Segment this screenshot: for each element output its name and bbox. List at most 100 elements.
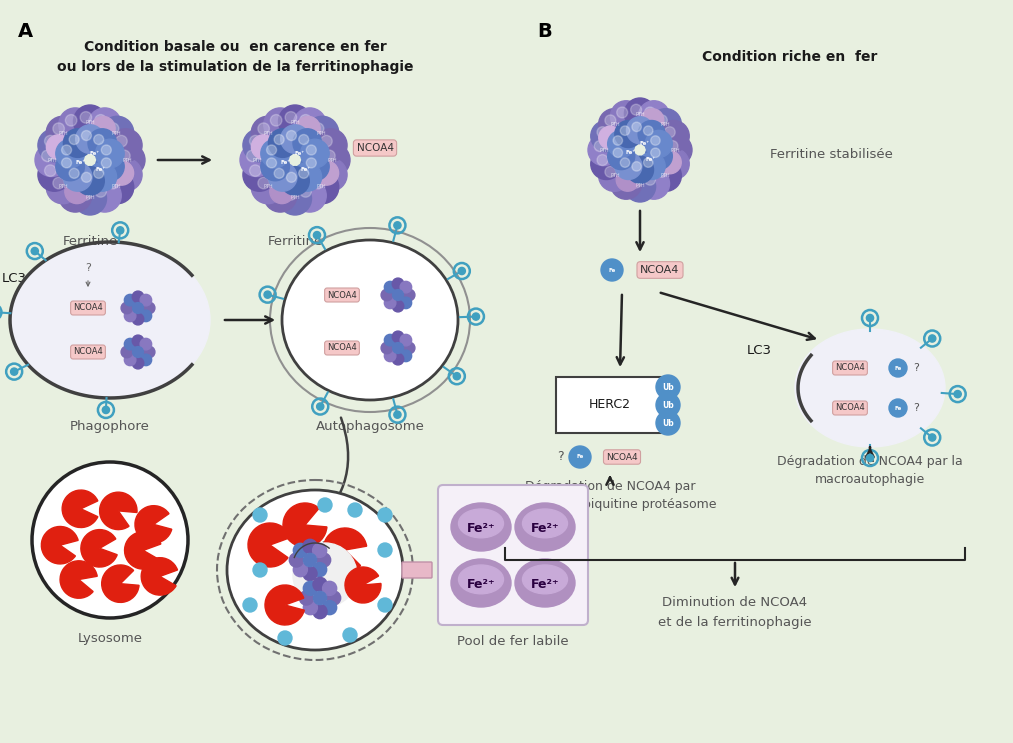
Circle shape bbox=[62, 145, 72, 155]
Text: et de la ferritinophagie: et de la ferritinophagie bbox=[658, 616, 811, 629]
Text: PTH: PTH bbox=[111, 131, 122, 136]
Text: Fe: Fe bbox=[894, 406, 902, 410]
Text: Fe²⁺: Fe²⁺ bbox=[467, 579, 495, 591]
Circle shape bbox=[650, 136, 660, 145]
Circle shape bbox=[140, 294, 152, 306]
Circle shape bbox=[314, 129, 347, 162]
Circle shape bbox=[620, 126, 630, 135]
Wedge shape bbox=[42, 527, 78, 564]
Text: Pool de fer labile: Pool de fer labile bbox=[457, 635, 569, 648]
Circle shape bbox=[285, 111, 297, 123]
Circle shape bbox=[400, 282, 411, 293]
Text: ?: ? bbox=[557, 450, 563, 464]
Circle shape bbox=[643, 126, 653, 135]
Circle shape bbox=[243, 129, 276, 162]
Circle shape bbox=[301, 139, 329, 168]
Circle shape bbox=[620, 158, 630, 167]
Circle shape bbox=[293, 179, 326, 212]
Text: NCOA4: NCOA4 bbox=[73, 303, 103, 313]
Circle shape bbox=[608, 130, 635, 158]
Circle shape bbox=[611, 101, 641, 132]
Circle shape bbox=[588, 134, 619, 166]
Circle shape bbox=[285, 189, 297, 200]
Circle shape bbox=[317, 143, 350, 177]
Circle shape bbox=[53, 178, 65, 189]
Circle shape bbox=[597, 155, 608, 166]
Circle shape bbox=[929, 335, 936, 342]
Circle shape bbox=[394, 221, 401, 229]
Circle shape bbox=[300, 114, 311, 126]
Circle shape bbox=[626, 117, 653, 143]
Ellipse shape bbox=[515, 503, 575, 551]
Text: NCOA4: NCOA4 bbox=[606, 452, 638, 461]
Circle shape bbox=[81, 131, 91, 140]
Circle shape bbox=[631, 177, 641, 188]
Text: PTH: PTH bbox=[635, 183, 645, 188]
Circle shape bbox=[59, 179, 92, 212]
Circle shape bbox=[632, 162, 641, 171]
Circle shape bbox=[889, 359, 907, 377]
Circle shape bbox=[268, 163, 297, 191]
Circle shape bbox=[80, 111, 91, 123]
Circle shape bbox=[866, 314, 873, 322]
Circle shape bbox=[665, 127, 676, 137]
Circle shape bbox=[650, 160, 682, 192]
Circle shape bbox=[66, 114, 77, 126]
Circle shape bbox=[275, 134, 284, 145]
Circle shape bbox=[264, 291, 271, 298]
Wedge shape bbox=[265, 585, 304, 625]
Text: Autophagosome: Autophagosome bbox=[316, 420, 424, 433]
Circle shape bbox=[243, 598, 257, 612]
Circle shape bbox=[251, 116, 285, 149]
Circle shape bbox=[392, 354, 404, 365]
Text: Fe⁺: Fe⁺ bbox=[295, 151, 305, 156]
Text: PTH: PTH bbox=[85, 120, 95, 125]
Text: PTH: PTH bbox=[290, 195, 300, 200]
Circle shape bbox=[42, 150, 53, 162]
Circle shape bbox=[665, 155, 676, 166]
Circle shape bbox=[403, 343, 415, 354]
Circle shape bbox=[74, 182, 106, 215]
Circle shape bbox=[133, 357, 144, 369]
Circle shape bbox=[65, 179, 89, 204]
Circle shape bbox=[88, 108, 122, 141]
Wedge shape bbox=[248, 523, 291, 567]
Circle shape bbox=[313, 543, 326, 557]
Circle shape bbox=[321, 165, 332, 176]
Circle shape bbox=[605, 166, 616, 178]
Circle shape bbox=[74, 105, 106, 138]
Text: Ferritine stabilisée: Ferritine stabilisée bbox=[770, 149, 892, 161]
Text: PTH: PTH bbox=[123, 158, 133, 163]
Circle shape bbox=[125, 294, 136, 306]
Circle shape bbox=[613, 136, 623, 145]
Circle shape bbox=[116, 227, 124, 234]
Circle shape bbox=[144, 346, 155, 358]
Circle shape bbox=[326, 591, 340, 605]
Ellipse shape bbox=[451, 503, 511, 551]
Circle shape bbox=[64, 129, 92, 158]
Circle shape bbox=[393, 290, 403, 300]
Text: Fe⁺: Fe⁺ bbox=[89, 151, 99, 156]
Circle shape bbox=[929, 434, 936, 441]
Circle shape bbox=[303, 539, 317, 554]
Circle shape bbox=[658, 120, 689, 152]
Circle shape bbox=[616, 169, 639, 191]
Circle shape bbox=[133, 335, 144, 346]
Circle shape bbox=[667, 140, 678, 152]
Circle shape bbox=[303, 581, 317, 595]
Wedge shape bbox=[135, 506, 172, 543]
Text: Fe⁺: Fe⁺ bbox=[96, 167, 106, 172]
Text: NCOA4: NCOA4 bbox=[327, 343, 357, 352]
Circle shape bbox=[249, 165, 261, 176]
Text: B: B bbox=[537, 22, 552, 41]
Circle shape bbox=[322, 600, 336, 614]
Circle shape bbox=[660, 134, 692, 166]
Wedge shape bbox=[283, 503, 327, 547]
Circle shape bbox=[37, 129, 71, 162]
Text: Fe⁺: Fe⁺ bbox=[75, 160, 85, 165]
Circle shape bbox=[303, 600, 317, 614]
Circle shape bbox=[384, 297, 396, 308]
Circle shape bbox=[59, 108, 92, 141]
Ellipse shape bbox=[459, 565, 503, 594]
Circle shape bbox=[279, 182, 312, 215]
